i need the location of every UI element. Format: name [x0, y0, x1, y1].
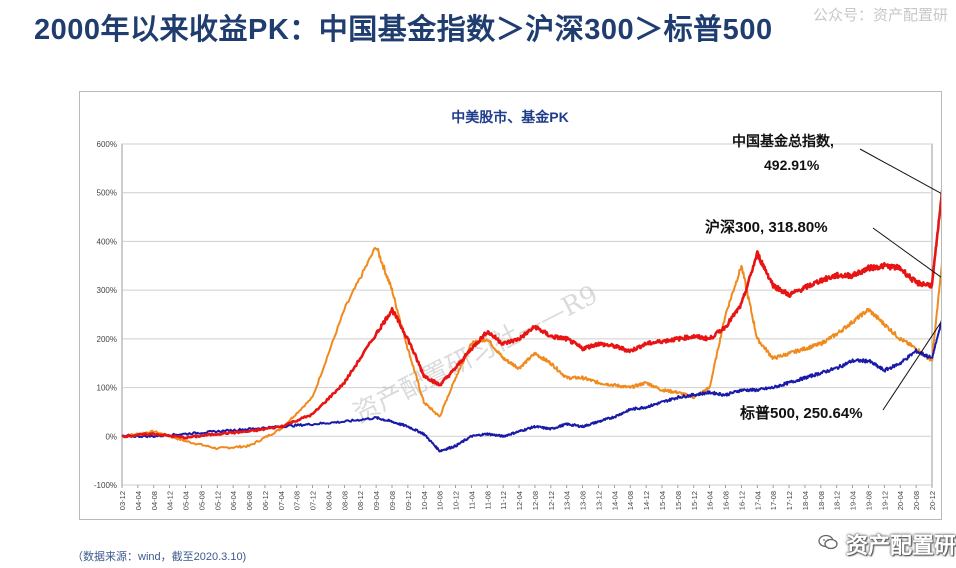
y-tick-label: 0% [105, 432, 117, 441]
annotation-fund-name: 中国基金总指数, [732, 133, 834, 149]
series-line-hs300 [121, 246, 941, 450]
y-tick-label: 600% [97, 140, 117, 149]
x-tick-label: 15-12 [690, 491, 699, 510]
x-tick-label: 10-12 [452, 491, 461, 510]
x-tick-label: 16-12 [737, 491, 746, 510]
x-tick-label: 16-04 [706, 491, 715, 510]
x-tick-label: 16-08 [722, 491, 731, 510]
x-tick-label: 15-08 [674, 491, 683, 510]
annotation-sp500-leader [882, 321, 941, 411]
x-tick-label: 10-04 [420, 491, 429, 510]
x-tick-label: 06-12 [261, 491, 270, 510]
x-tick-label: 05-04 [182, 491, 191, 510]
x-tick-label: 15-04 [658, 491, 667, 510]
line-chart: 中美股市、基金PK -100% 0% 100% 200% 300% 400% 500% 600… [94, 109, 941, 510]
annotation-hs300: 沪深300, 318.80% [705, 218, 828, 236]
chart-frame: 中美股市、基金PK -100% 0% 100% 200% 300% 400% 500% 600… [79, 91, 942, 520]
x-tick-label: 11-04 [467, 491, 476, 510]
x-tick-label: 08-04 [324, 491, 333, 510]
annotations: 中国基金总指数, 492.91% 沪深300, 318.80% 标普500, 250.… [705, 133, 941, 422]
annotation-fund-value: 492.91% [764, 157, 820, 173]
wechat-icon [818, 534, 838, 550]
x-tick-label: 04-08 [150, 491, 159, 510]
x-tick-label: 07-12 [309, 491, 318, 510]
annotation-sp500: 标普500, 250.64% [739, 404, 863, 422]
x-tick-label: 20-08 [912, 491, 921, 510]
x-tick-label: 04-12 [166, 491, 175, 510]
x-tick-label: 09-08 [388, 491, 397, 510]
x-tick-label: 13-08 [579, 491, 588, 510]
x-tick-label: 12-12 [547, 491, 556, 510]
page-headline: 2000年以来收益PK：中国基金指数＞沪深300＞标普500 [34, 14, 773, 46]
x-tick-label: 13-04 [563, 491, 572, 510]
x-tick-label: 14-04 [610, 491, 619, 510]
y-tick-label: 200% [97, 335, 117, 344]
y-axis: -100% 0% 100% 200% 300% 400% 500% 600% [94, 140, 117, 490]
y-tick-label: 100% [97, 384, 117, 393]
x-tick-label: 20-12 [928, 491, 937, 510]
series-group [121, 187, 941, 453]
annotation-fund-leader [859, 148, 941, 194]
x-tick-label: 18-12 [833, 491, 842, 510]
x-axis: 03-12 04-04 04-08 04-12 05-04 05-08 05-12 06-04… [118, 485, 937, 510]
y-tick-label: 500% [97, 189, 117, 198]
x-tick-label: 10-08 [436, 491, 445, 510]
chart-title: 中美股市、基金PK [451, 109, 568, 125]
x-tick-label: 17-04 [753, 491, 762, 510]
x-tick-label: 04-04 [134, 491, 143, 510]
x-tick-label: 12-04 [515, 491, 524, 510]
diagonal-watermark: 资产配置研习社——R9 [349, 280, 603, 429]
x-tick-label: 12-08 [531, 491, 540, 510]
x-tick-label: 13-12 [594, 491, 603, 510]
x-tick-label: 14-12 [642, 491, 651, 510]
account-watermark-bottom: 资产配置研 [845, 533, 956, 558]
account-watermark-top: 公众号：资产配置研 [812, 6, 948, 24]
annotation-hs300-leader [872, 227, 941, 278]
x-tick-label: 17-12 [785, 491, 794, 510]
x-tick-label: 06-08 [245, 491, 254, 510]
x-tick-label: 17-08 [769, 491, 778, 510]
x-tick-label: 18-08 [817, 491, 826, 510]
x-tick-label: 18-04 [801, 491, 810, 510]
x-tick-label: 08-12 [356, 491, 365, 510]
x-tick-label: 20-04 [896, 491, 905, 510]
y-tick-label: 300% [97, 286, 117, 295]
data-source-note: （数据来源：wind，截至2020.3.10) [72, 551, 247, 563]
x-tick-label: 06-04 [229, 491, 238, 510]
series-line-sp500 [121, 320, 941, 453]
x-tick-label: 19-12 [880, 491, 889, 510]
x-tick-label: 08-08 [340, 491, 349, 510]
x-tick-label: 09-04 [372, 491, 381, 510]
x-tick-label: 19-08 [864, 491, 873, 510]
x-tick-label: 09-12 [404, 491, 413, 510]
x-tick-label: 19-04 [849, 491, 858, 510]
x-tick-label: 11-12 [499, 491, 508, 510]
x-tick-label: 07-04 [277, 491, 286, 510]
x-tick-label: 07-08 [293, 491, 302, 510]
x-tick-label: 11-08 [483, 491, 492, 510]
x-tick-label: 14-08 [626, 491, 635, 510]
series-line-fund [121, 187, 941, 440]
x-tick-label: 05-12 [213, 491, 222, 510]
y-tick-label: 400% [97, 237, 117, 246]
y-tick-label: -100% [94, 481, 117, 490]
x-tick-label: 05-08 [197, 491, 206, 510]
x-tick-label: 03-12 [118, 491, 127, 510]
